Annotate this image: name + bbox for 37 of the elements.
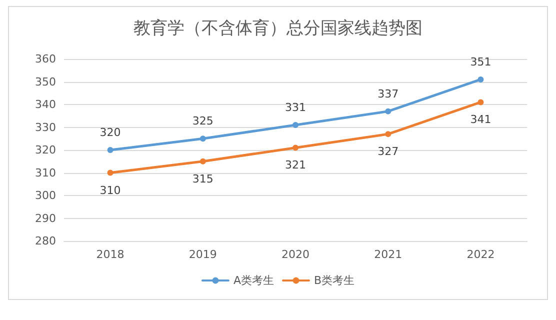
chart-title: 教育学（不含体育）总分国家线趋势图 bbox=[134, 18, 422, 38]
x-tick-label: 2020 bbox=[282, 248, 310, 261]
data-label: 325 bbox=[192, 114, 214, 128]
point bbox=[200, 136, 206, 142]
x-tick-label: 2021 bbox=[374, 248, 402, 261]
data-label: 321 bbox=[285, 158, 306, 172]
point bbox=[200, 158, 206, 164]
y-tick-label: 350 bbox=[35, 75, 56, 88]
point bbox=[107, 170, 114, 176]
x-tick-label: 2022 bbox=[466, 248, 495, 261]
point bbox=[478, 99, 484, 106]
legend-label: A类考生 bbox=[233, 274, 274, 287]
data-label: 320 bbox=[100, 126, 121, 139]
point bbox=[385, 108, 392, 114]
data-label: 327 bbox=[378, 145, 399, 158]
point bbox=[107, 147, 114, 153]
y-tick-label: 310 bbox=[35, 166, 56, 180]
data-label: 337 bbox=[378, 87, 399, 100]
y-tick-label: 300 bbox=[35, 189, 56, 202]
point bbox=[385, 131, 392, 138]
point bbox=[478, 76, 484, 82]
data-label: 351 bbox=[470, 55, 492, 68]
data-label: 310 bbox=[100, 184, 121, 197]
data-label: 315 bbox=[192, 172, 214, 186]
y-tick-label: 290 bbox=[35, 212, 56, 225]
x-tick-label: 2019 bbox=[188, 248, 217, 261]
data-label: 341 bbox=[470, 113, 492, 126]
x-tick-label: 2018 bbox=[96, 248, 124, 261]
y-tick-label: 330 bbox=[35, 120, 56, 134]
y-tick-label: 280 bbox=[35, 234, 56, 248]
point bbox=[292, 144, 298, 151]
y-tick-label: 360 bbox=[35, 52, 56, 66]
data-label: 331 bbox=[285, 100, 306, 114]
y-tick-label: 340 bbox=[35, 98, 56, 111]
legend-label: B类考生 bbox=[314, 274, 355, 287]
point bbox=[292, 122, 298, 128]
y-tick-label: 320 bbox=[35, 144, 56, 156]
